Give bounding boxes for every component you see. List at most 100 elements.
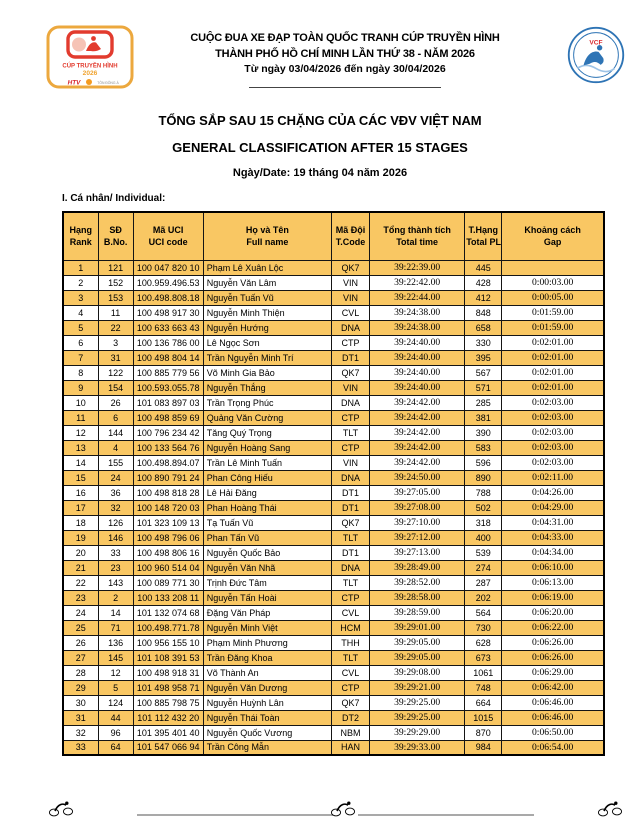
cell-rank: 19: [62, 529, 99, 546]
cell-name: Võ Minh Gia Bảo: [202, 364, 332, 381]
cell-pl: 596: [464, 454, 503, 471]
cell-gap: 0:06:29.00: [501, 664, 605, 681]
cell-gap: 0:06:10.00: [501, 559, 605, 576]
cell-time: 39:22:39.00: [369, 259, 466, 276]
cell-pl: 571: [464, 379, 503, 396]
cell-name: Trần Lê Minh Tuấn: [202, 454, 332, 471]
table-row: 9 154 100.593.055.78 Nguyễn Thắng VIN 39:24:4…: [62, 379, 605, 396]
header-divider: [249, 87, 441, 89]
cell-team: VIN: [330, 379, 371, 396]
cell-uci: 100 089 771 30: [132, 574, 204, 591]
cell-team: CVL: [330, 664, 371, 681]
cell-pl: 395: [464, 349, 503, 366]
event-header: CUỘC ĐUA XE ĐẠP TOÀN QUỐC TRANH CÚP TRUY…: [150, 31, 540, 89]
cell-gap: 0:04:26.00: [501, 484, 605, 501]
cell-name: Phan Tấn Vũ: [202, 529, 332, 546]
table-row: 19 146 100 498 796 06 Phan Tấn Vũ TLT 39:27:1…: [62, 529, 605, 546]
cell-name: Nguyễn Tuấn Vũ: [202, 289, 332, 306]
cell-bno: 121: [97, 259, 134, 276]
cell-team: TLT: [330, 529, 371, 546]
cell-bno: 153: [97, 289, 134, 306]
cell-pl: 202: [464, 589, 503, 606]
cell-gap: 0:00:05.00: [501, 289, 605, 306]
cell-name: Nguyễn Văn Dương: [202, 679, 332, 696]
cell-team: CTP: [330, 679, 371, 696]
cell-pl: 390: [464, 424, 503, 441]
cell-gap: 0:06:26.00: [501, 649, 605, 666]
cell-uci: 100 498 806 16: [132, 544, 204, 561]
cell-uci: 100 956 155 10: [132, 634, 204, 651]
cell-team: VIN: [330, 274, 371, 291]
cell-time: 39:24:42.00: [369, 439, 466, 456]
cell-rank: 15: [62, 469, 99, 486]
cell-pl: 748: [464, 679, 503, 696]
cell-name: Lê Hải Đăng: [202, 484, 332, 501]
table-row: 22 143 100 089 771 30 Trịnh Đức Tâm TLT 39:28…: [62, 574, 605, 591]
cell-uci: 101 395 401 40: [132, 724, 204, 741]
cell-uci: 100 498 818 28: [132, 484, 204, 501]
cell-name: Lê Ngọc Sơn: [202, 334, 332, 351]
cell-gap: 0:06:54.00: [501, 739, 605, 756]
cell-bno: 136: [97, 634, 134, 651]
cell-time: 39:24:50.00: [369, 469, 466, 486]
cell-gap: 0:04:29.00: [501, 499, 605, 516]
cell-name: Nguyễn Quốc Bảo: [202, 544, 332, 561]
cell-uci: 100 133 208 11: [132, 589, 204, 606]
cell-pl: 984: [464, 739, 503, 756]
cell-uci: 100 796 234 42: [132, 424, 204, 441]
cell-rank: 30: [62, 694, 99, 711]
cell-rank: 17: [62, 499, 99, 516]
cell-time: 39:24:42.00: [369, 394, 466, 411]
column-header-bno: SĐ B.No.: [97, 211, 134, 261]
cell-bno: 124: [97, 694, 134, 711]
table-row: 30 124 100 885 798 75 Nguyễn Huỳnh Lân QK7 39…: [62, 694, 605, 711]
cell-gap: 0:06:22.00: [501, 619, 605, 636]
event-dates: Từ ngày 03/04/2026 đến ngày 30/04/2026: [244, 63, 446, 76]
cell-team: CTP: [330, 439, 371, 456]
cell-gap: 0:01:59.00: [501, 304, 605, 321]
cell-time: 39:22:44.00: [369, 289, 466, 306]
cell-team: CTP: [330, 409, 371, 426]
cell-pl: 1015: [464, 709, 503, 726]
cell-time: 39:27:10.00: [369, 514, 466, 531]
cell-rank: 21: [62, 559, 99, 576]
cell-bno: 44: [97, 709, 134, 726]
column-header-gap: Khoảng cách Gap: [501, 211, 605, 261]
column-header-pl: T.Hạng Total PL: [464, 211, 503, 261]
cell-name: Nguyễn Thái Toàn: [202, 709, 332, 726]
general-classification-table: Hạng Rank SĐ B.No. Mã UCI UCI code Họ và Tên Fu…: [62, 211, 605, 756]
cell-uci: 101 323 109 13: [132, 514, 204, 531]
cell-team: DT1: [330, 484, 371, 501]
cell-time: 39:29:05.00: [369, 634, 466, 651]
cell-rank: 5: [62, 319, 99, 336]
cell-rank: 27: [62, 649, 99, 666]
cell-team: TLT: [330, 649, 371, 666]
cell-bno: 12: [97, 664, 134, 681]
cell-bno: 31: [97, 349, 134, 366]
cell-time: 39:24:40.00: [369, 364, 466, 381]
vcf-federation-logo: VCF: [567, 26, 625, 84]
table-row: 33 64 101 547 066 94 Trần Công Mẫn HAN 39:29:…: [62, 739, 605, 756]
cell-pl: 890: [464, 469, 503, 486]
cell-rank: 3: [62, 289, 99, 306]
cyclist-dingbat-icon: [330, 801, 356, 817]
cell-time: 39:29:08.00: [369, 664, 466, 681]
cell-pl: 583: [464, 439, 503, 456]
cyclist-body-icon: [86, 42, 101, 52]
cyclist-head-icon: [91, 36, 96, 41]
classification-title-block: TỔNG SẮP SAU 15 CHẶNG CỦA CÁC VĐV VIỆT N…: [0, 113, 640, 179]
table-row: 16 36 100 498 818 28 Lê Hải Đăng DT1 39:27:05…: [62, 484, 605, 501]
cell-name: Võ Thành An: [202, 664, 332, 681]
cell-gap: 0:02:03.00: [501, 409, 605, 426]
cell-gap: 0:02:01.00: [501, 334, 605, 351]
cell-rank: 25: [62, 619, 99, 636]
cell-uci: 100.498.894.07: [132, 454, 204, 471]
cell-rank: 18: [62, 514, 99, 531]
table-row: 29 5 101 498 958 71 Nguyễn Văn Dương CTP 39:2…: [62, 679, 605, 696]
cell-team: DT1: [330, 544, 371, 561]
cell-time: 39:24:40.00: [369, 334, 466, 351]
report-date: Ngày/Date: 19 tháng 04 năm 2026: [232, 167, 408, 179]
table-row: 26 136 100 956 155 10 Phạm Minh Phương THH 39…: [62, 634, 605, 651]
header-row: Hạng Rank SĐ B.No. Mã UCI UCI code Họ và Tên Fu…: [62, 211, 605, 261]
cell-team: DT1: [330, 349, 371, 366]
